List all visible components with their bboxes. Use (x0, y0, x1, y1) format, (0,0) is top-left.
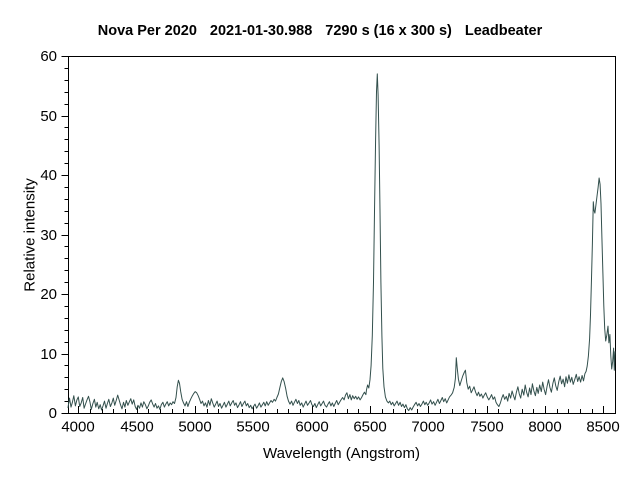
title-object-name: Nova Per 2020 (97, 23, 197, 39)
plot-frame (68, 56, 616, 414)
x-tick-label: 5500 (236, 419, 269, 436)
x-tick-label: 7000 (411, 419, 444, 436)
x-tick-label: 8500 (586, 419, 619, 436)
x-tick-label: 6500 (353, 419, 386, 436)
y-tick-label: 30 (40, 227, 57, 244)
x-tick-label: 4500 (120, 419, 153, 436)
spectrum-line (67, 73, 616, 412)
x-tick-label: 8000 (528, 419, 561, 436)
y-axis-label: Relative intensity (21, 178, 39, 292)
title-exposure: 7290 s (16 x 300 s) (325, 23, 452, 39)
y-tick-label: 20 (40, 286, 57, 303)
y-tick-label: 10 (40, 346, 57, 363)
x-tick-label: 4000 (61, 419, 94, 436)
y-tick-label: 60 (40, 48, 57, 65)
y-tick-label: 50 (40, 108, 57, 125)
chart-title: Nova Per 2020 2021-01-30.988 7290 s (16 … (0, 23, 640, 39)
y-tick-label: 0 (49, 405, 57, 422)
title-date: 2021-01-30.988 (209, 23, 313, 39)
x-axis-label: Wavelength (Angstrom) (262, 445, 420, 462)
x-tick-label: 5000 (178, 419, 211, 436)
x-tick-label: 6000 (295, 419, 328, 436)
x-tick-label: 7500 (470, 419, 503, 436)
title-observer: Leadbeater (464, 23, 543, 39)
y-tick-label: 40 (40, 167, 57, 184)
